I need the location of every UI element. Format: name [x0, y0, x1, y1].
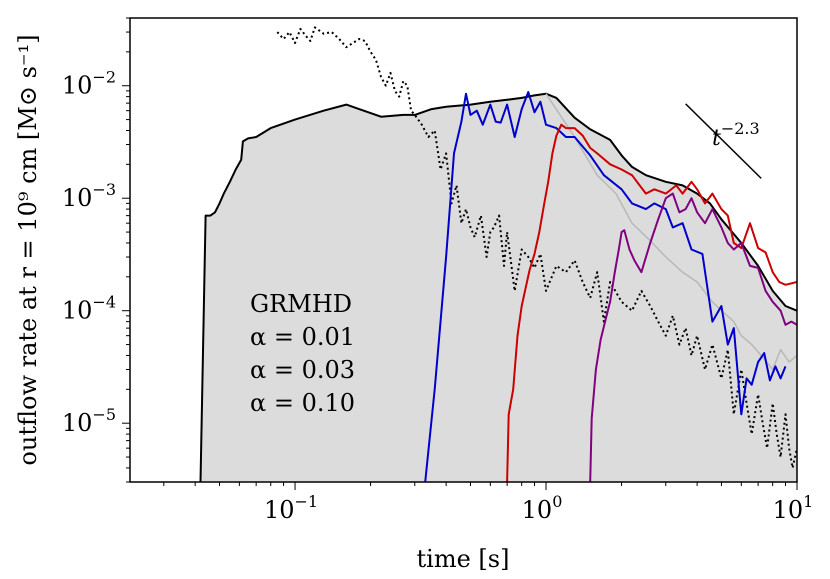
power-law-base: t — [712, 126, 721, 151]
series-line-fill-only-lower-envelope — [545, 93, 797, 371]
x-tick-label: 100 — [522, 492, 563, 524]
power-law-annotation: t−2.3 — [712, 119, 760, 151]
power-law-exponent: −2.3 — [721, 119, 760, 138]
series-line-0-03 — [506, 123, 797, 482]
series-line-grmhd — [199, 92, 797, 482]
series-line-0-10 — [424, 91, 787, 482]
legend-entry-alpha-003: α = 0.03 — [250, 356, 355, 384]
legend-entry-alpha-001: α = 0.01 — [250, 323, 355, 351]
series-line-0-01 — [589, 192, 797, 482]
x-tick-label: 10−1 — [264, 492, 318, 524]
y-tick-label: 10−5 — [62, 405, 116, 437]
series-line-grmhd-dotted — [276, 26, 797, 469]
legend-entry-alpha-010: α = 0.10 — [250, 389, 355, 417]
y-tick-label: 10−2 — [62, 68, 116, 100]
x-tick-label: 101 — [773, 492, 814, 524]
series-fill-grmhd — [200, 93, 797, 482]
legend-entry-grmhd: GRMHD — [250, 290, 352, 318]
x-axis-label: time [s] — [417, 545, 510, 573]
legend: GRMHD α = 0.01 α = 0.03 α = 0.10 — [250, 290, 355, 417]
y-axis-label: outflow rate at r = 10⁹ cm [M⊙ s⁻¹] — [14, 34, 42, 465]
y-tick-label: 10−4 — [62, 293, 116, 325]
plot-frame — [129, 17, 798, 483]
power-law-slope-line — [685, 103, 762, 179]
y-tick-label: 10−3 — [62, 180, 116, 212]
